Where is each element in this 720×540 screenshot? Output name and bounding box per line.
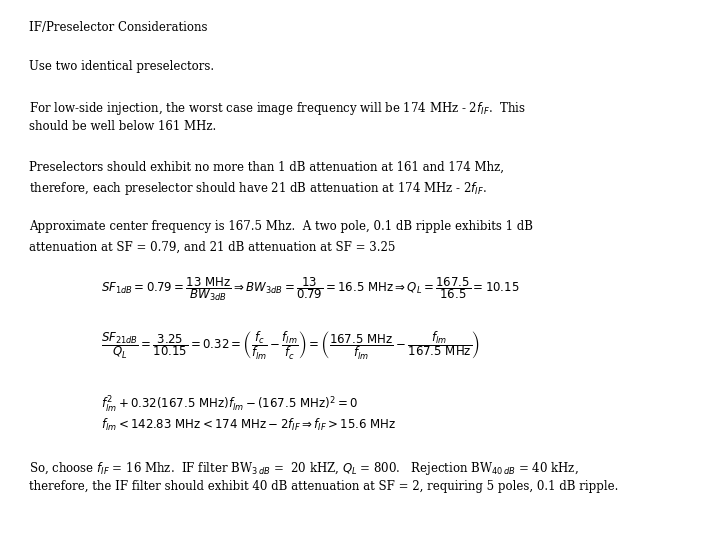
Text: IF/Preselector Considerations: IF/Preselector Considerations bbox=[29, 21, 207, 33]
Text: Approximate center frequency is 167.5 Mhz.  A two pole, 0.1 dB ripple exhibits 1: Approximate center frequency is 167.5 Mh… bbox=[29, 220, 533, 233]
Text: $\dfrac{SF_{21dB}}{Q_L} = \dfrac{3.25}{10.15} = 0.32 = \left(\dfrac{f_c}{f_{lm}}: $\dfrac{SF_{21dB}}{Q_L} = \dfrac{3.25}{1… bbox=[101, 329, 480, 361]
Text: Preselectors should exhibit no more than 1 dB attenuation at 161 and 174 Mhz,: Preselectors should exhibit no more than… bbox=[29, 160, 504, 173]
Text: $SF_{1dB} = 0.79 = \dfrac{13 \mathrm{\ MHz}}{BW_{3dB}} \Rightarrow BW_{3dB} = \d: $SF_{1dB} = 0.79 = \dfrac{13 \mathrm{\ M… bbox=[101, 275, 519, 303]
Text: For low-side injection, the worst case image frequency will be 174 MHz - 2$f_{IF: For low-side injection, the worst case i… bbox=[29, 100, 526, 117]
Text: $f_{lm} < 142.83 \mathrm{\ MHz} < 174 \mathrm{\ MHz} - 2f_{IF} \Rightarrow f_{IF: $f_{lm} < 142.83 \mathrm{\ MHz} < 174 \m… bbox=[101, 417, 396, 433]
Text: should be well below 161 MHz.: should be well below 161 MHz. bbox=[29, 120, 216, 133]
Text: Use two identical preselectors.: Use two identical preselectors. bbox=[29, 60, 214, 73]
Text: attenuation at SF = 0.79, and 21 dB attenuation at SF = 3.25: attenuation at SF = 0.79, and 21 dB atte… bbox=[29, 240, 395, 253]
Text: therefore, the IF filter should exhibit 40 dB attenuation at SF = 2, requiring 5: therefore, the IF filter should exhibit … bbox=[29, 480, 618, 493]
Text: $f_{lm}^2 + 0.32(167.5 \mathrm{\ MHz})f_{lm} - (167.5 \mathrm{\ MHz})^2 = 0$: $f_{lm}^2 + 0.32(167.5 \mathrm{\ MHz})f_… bbox=[101, 395, 358, 415]
Text: therefore, each preselector should have 21 dB attenuation at 174 MHz - 2$f_{IF}$: therefore, each preselector should have … bbox=[29, 180, 487, 197]
Text: So, choose $f_{IF}$ = 16 Mhz.  IF filter BW$_{3\,dB}$ =  20 kHZ, $Q_L$ = 800.   : So, choose $f_{IF}$ = 16 Mhz. IF filter … bbox=[29, 460, 579, 477]
